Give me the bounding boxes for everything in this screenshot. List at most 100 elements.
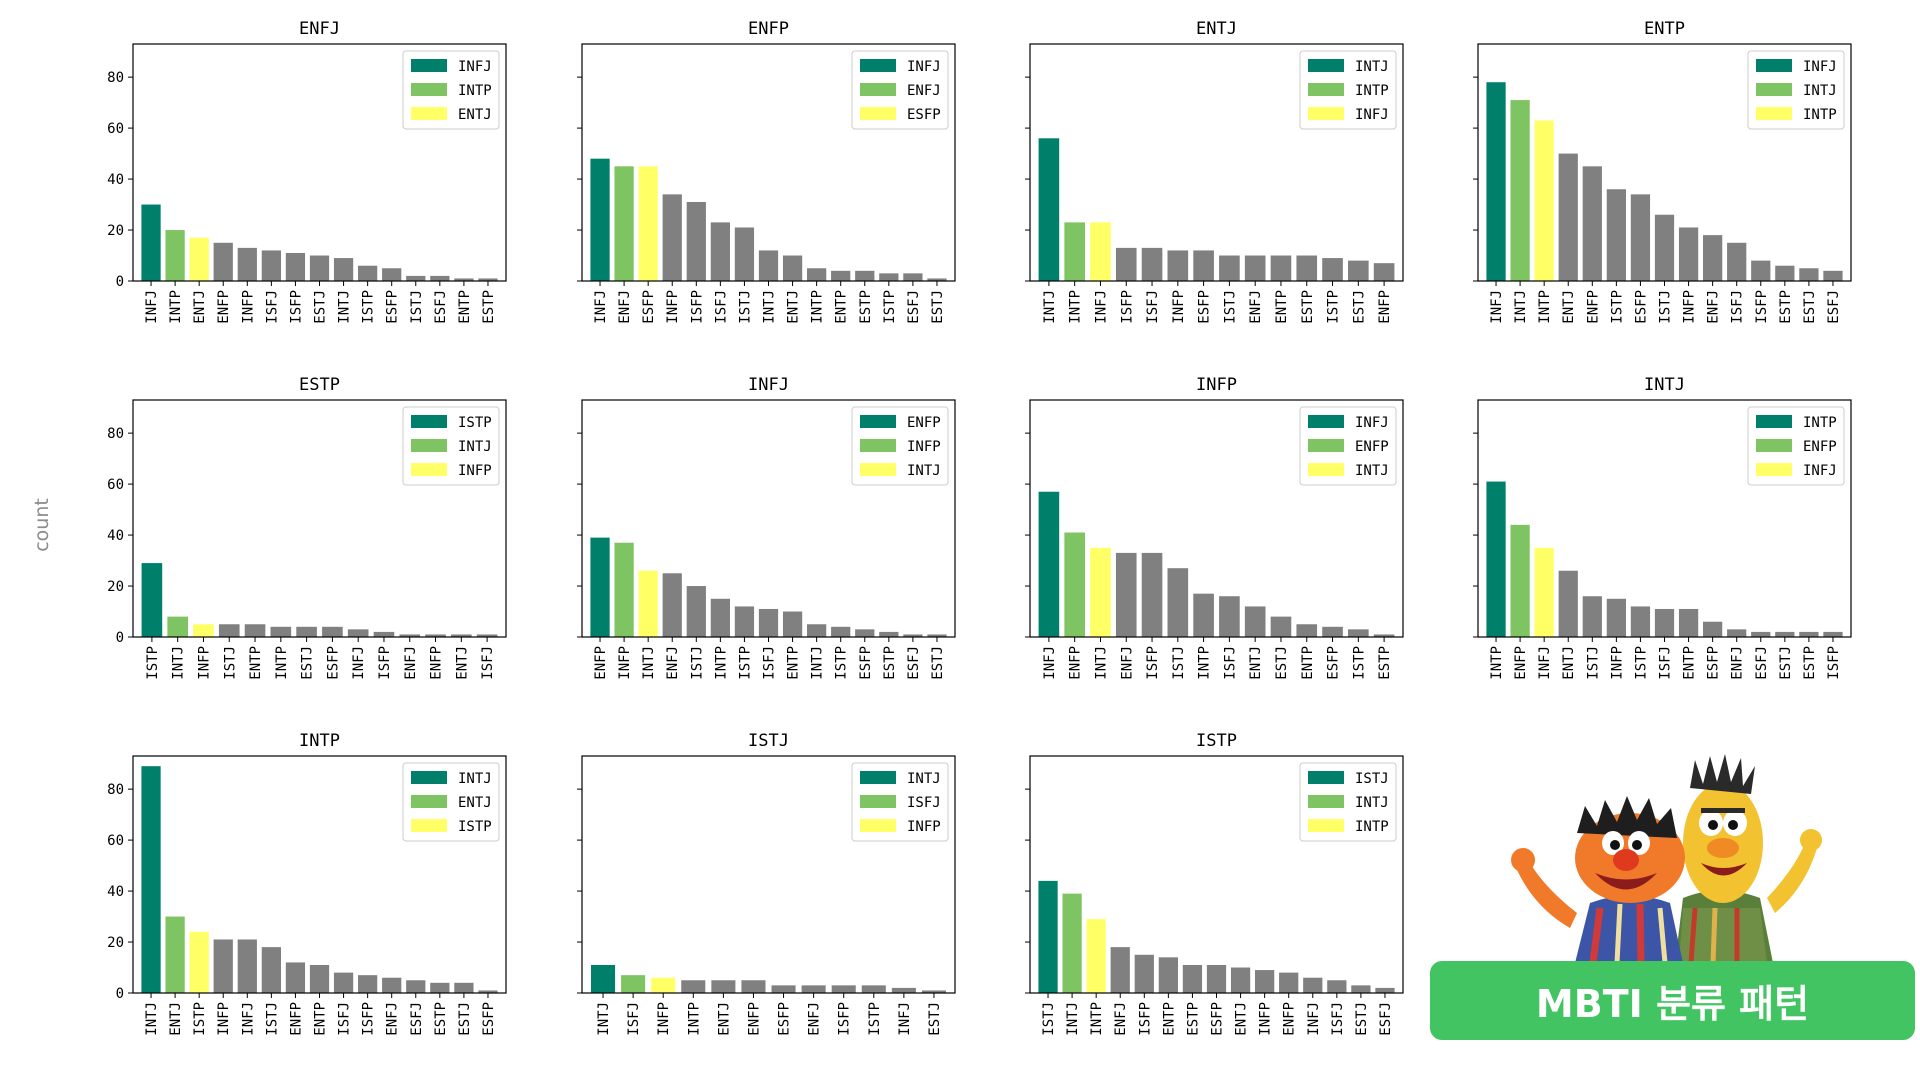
plot-frame — [581, 43, 956, 282]
legend-swatch — [860, 795, 896, 808]
x-tick-label: ESTJ — [1351, 290, 1367, 324]
legend-swatch — [1756, 439, 1792, 452]
bar — [141, 766, 161, 993]
bar — [237, 939, 257, 993]
bar — [891, 987, 916, 993]
bar — [285, 252, 306, 281]
legend-label: ENTJ — [458, 107, 492, 123]
legend-swatch — [1756, 463, 1792, 476]
bar — [686, 202, 706, 281]
x-tick-label: ISFP — [361, 1002, 377, 1036]
x-tick-label: ISTJ — [737, 290, 753, 324]
legend-label: ISFJ — [907, 795, 941, 811]
bar — [1193, 250, 1214, 281]
x-tick-label: ESTP — [1778, 290, 1794, 324]
legend-swatch — [411, 819, 447, 832]
x-tick-label: INTJ — [171, 646, 187, 680]
x-tick-label: ISFJ — [626, 1002, 642, 1036]
bar — [1255, 970, 1275, 993]
bar — [1062, 893, 1082, 993]
subplot-infj: INFJ ENFP INFP INTJ ENFJ ISTJ INTP ISTP ISFJ ENTP… — [577, 375, 956, 680]
legend-label: INTJ — [1355, 463, 1389, 479]
legend-label: ISTJ — [1355, 771, 1389, 787]
bar — [1606, 598, 1626, 637]
bar — [927, 278, 947, 281]
x-tick-label: ISTP — [361, 290, 377, 324]
legend-swatch — [411, 771, 447, 784]
x-tick-label: INFP — [1682, 290, 1698, 324]
bar — [1823, 631, 1843, 637]
legend-swatch — [860, 59, 896, 72]
x-tick-label: INTJ — [1065, 1002, 1081, 1036]
bar — [1086, 919, 1106, 993]
legend-swatch — [1308, 819, 1344, 832]
subplot-intp: INTP 0 20 40 60 80 INTJ ENTJ ISTP INFP INFJ ISTJ ENF… — [107, 731, 507, 1036]
subplot-title: ENFP — [748, 19, 789, 39]
bar — [1115, 247, 1137, 281]
x-tick-label: ESTJ — [1802, 290, 1818, 324]
bar — [638, 166, 658, 281]
x-tick-label: INFP — [240, 290, 256, 324]
x-tick-label: ENTJ — [786, 290, 802, 324]
bar — [244, 624, 266, 637]
x-tick-label: INTP — [1197, 646, 1213, 680]
legend-swatch — [1308, 463, 1344, 476]
bar — [1606, 189, 1626, 281]
x-tick-label: ISFP — [1119, 290, 1135, 324]
sesame-street-mascot-icon — [1511, 754, 1822, 963]
bar — [1090, 547, 1111, 637]
bar — [1775, 265, 1795, 281]
legend-swatch — [1756, 415, 1792, 428]
bar — [1703, 621, 1723, 637]
bar — [261, 947, 281, 993]
bar — [1582, 596, 1602, 637]
bar — [1303, 977, 1323, 993]
legend-label: INFJ — [458, 59, 492, 75]
bar — [476, 634, 498, 637]
plot-frame — [581, 399, 956, 638]
bar — [1110, 947, 1130, 993]
x-tick-label: ENFJ — [403, 646, 419, 680]
legend-label: INTJ — [1355, 795, 1389, 811]
x-tick-label: ESTP — [1377, 646, 1393, 680]
x-tick-label: ENFP — [1282, 1002, 1298, 1036]
x-tick-label: ENTJ — [1248, 646, 1264, 680]
x-tick-label: ESFP — [1633, 290, 1649, 324]
x-tick-label: ISTP — [1351, 646, 1367, 680]
bar — [1678, 227, 1699, 281]
legend-swatch — [411, 107, 447, 120]
bar — [831, 985, 856, 993]
x-tick-label: ISTJ — [1222, 290, 1238, 324]
y-tick-label: 40 — [107, 172, 124, 188]
x-tick-label: INTJ — [144, 1002, 160, 1036]
legend-swatch — [1308, 771, 1344, 784]
legend-label: INTP — [1803, 415, 1837, 431]
x-tick-label: ESTP — [1802, 646, 1818, 680]
legend-swatch — [1308, 107, 1344, 120]
bar — [193, 624, 214, 637]
bar — [1510, 100, 1530, 281]
bar — [309, 255, 330, 281]
x-tick-label: ISFP — [288, 290, 304, 324]
legend-label: ENTJ — [458, 795, 492, 811]
bar — [1799, 268, 1819, 281]
bar — [903, 634, 923, 637]
bar — [1230, 967, 1251, 993]
x-tick-label: ISFJ — [337, 1002, 353, 1036]
x-tick-label: ISTP — [834, 646, 850, 680]
bar — [1375, 987, 1395, 993]
x-tick-label: INTP — [1068, 290, 1084, 324]
x-tick-label: INTJ — [641, 646, 657, 680]
bar — [614, 166, 634, 281]
x-tick-label: INTP — [274, 646, 290, 680]
y-tick-label: 40 — [107, 884, 124, 900]
x-tick-label: ESFJ — [906, 290, 922, 324]
x-tick-label: INFJ — [1306, 1002, 1322, 1036]
bar — [710, 598, 730, 637]
banner-title: MBTI 분류 패턴 — [1430, 961, 1915, 1040]
x-tick-label: ESTJ — [930, 646, 946, 680]
x-tick-label: ISTJ — [222, 646, 238, 680]
legend-label: ISTP — [458, 415, 492, 431]
bar — [1296, 255, 1318, 281]
